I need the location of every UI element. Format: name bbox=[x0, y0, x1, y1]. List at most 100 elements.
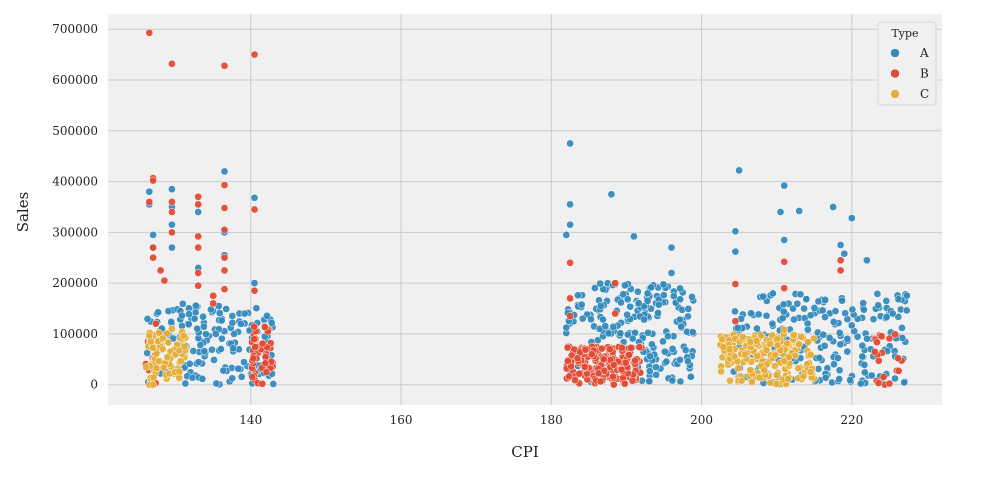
point-series-a bbox=[731, 227, 740, 236]
point-series-b bbox=[260, 323, 269, 331]
point-series-a bbox=[237, 372, 246, 381]
point-series-a bbox=[168, 220, 176, 229]
point-series-a bbox=[659, 337, 667, 346]
point-series-c bbox=[794, 364, 803, 373]
point-series-a bbox=[846, 376, 854, 384]
point-series-b bbox=[194, 192, 203, 201]
point-series-c bbox=[168, 324, 176, 333]
point-series-a bbox=[252, 304, 261, 313]
point-series-c bbox=[753, 351, 762, 360]
legend-marker-a bbox=[890, 48, 900, 58]
point-series-a bbox=[840, 249, 849, 258]
point-series-a bbox=[768, 319, 777, 328]
point-series-a bbox=[780, 236, 789, 244]
legend-marker-c bbox=[890, 89, 900, 99]
point-series-a bbox=[626, 302, 635, 311]
point-series-c bbox=[780, 325, 789, 334]
point-series-a bbox=[898, 334, 907, 342]
point-series-a bbox=[167, 318, 176, 326]
point-series-a bbox=[596, 302, 605, 310]
point-series-b bbox=[194, 200, 203, 209]
point-series-a bbox=[847, 321, 856, 330]
point-series-a bbox=[847, 214, 856, 222]
point-series-c bbox=[159, 363, 168, 372]
point-series-a bbox=[660, 347, 669, 356]
point-series-b bbox=[581, 345, 590, 354]
point-series-a bbox=[867, 371, 876, 380]
point-series-b bbox=[194, 281, 203, 290]
point-series-a bbox=[633, 287, 642, 296]
point-series-b bbox=[151, 319, 160, 328]
point-series-a bbox=[667, 243, 676, 252]
point-series-a bbox=[795, 207, 804, 215]
point-series-a bbox=[577, 300, 586, 309]
legend: Type ABC bbox=[877, 21, 937, 106]
point-series-a bbox=[668, 344, 677, 353]
point-series-a bbox=[609, 322, 618, 331]
point-series-a bbox=[731, 247, 740, 256]
point-series-c bbox=[783, 339, 791, 348]
point-series-a bbox=[202, 330, 210, 338]
point-series-a bbox=[843, 334, 852, 343]
point-series-c bbox=[737, 376, 746, 385]
point-series-a bbox=[604, 329, 613, 338]
point-series-a bbox=[607, 190, 616, 199]
point-series-a bbox=[821, 373, 830, 382]
point-series-a bbox=[735, 166, 743, 175]
point-series-c bbox=[163, 353, 172, 362]
point-series-b bbox=[631, 356, 639, 365]
point-series-a bbox=[821, 313, 829, 321]
point-series-a bbox=[267, 319, 276, 327]
point-series-a bbox=[149, 231, 157, 239]
point-series-a bbox=[250, 279, 259, 287]
point-series-c bbox=[762, 346, 771, 354]
point-series-a bbox=[154, 308, 163, 317]
point-series-b bbox=[780, 257, 789, 266]
point-series-a bbox=[859, 299, 868, 307]
point-series-a bbox=[818, 306, 827, 315]
point-series-a bbox=[891, 374, 899, 383]
point-series-a bbox=[825, 334, 834, 342]
point-series-c bbox=[719, 343, 728, 352]
point-series-a bbox=[789, 304, 797, 313]
point-series-a bbox=[853, 332, 862, 341]
point-series-a bbox=[858, 341, 867, 350]
point-series-b bbox=[149, 253, 157, 262]
legend-label-c: C bbox=[920, 87, 929, 101]
point-series-a bbox=[860, 305, 868, 314]
point-series-a bbox=[676, 355, 684, 364]
point-series-b bbox=[194, 269, 203, 277]
point-series-a bbox=[655, 300, 663, 309]
point-series-a bbox=[640, 315, 648, 324]
point-series-a bbox=[237, 320, 245, 328]
point-series-a bbox=[178, 311, 186, 320]
point-series-a bbox=[562, 323, 571, 332]
point-series-a bbox=[856, 379, 865, 388]
point-series-b bbox=[168, 59, 176, 68]
point-series-a bbox=[194, 358, 203, 367]
point-series-b bbox=[628, 376, 637, 385]
point-series-b bbox=[250, 50, 259, 59]
point-series-a bbox=[684, 312, 692, 321]
point-series-a bbox=[821, 296, 830, 304]
y-tick-label: 0 bbox=[90, 378, 98, 392]
point-series-c bbox=[785, 353, 793, 361]
point-series-a bbox=[562, 231, 571, 239]
x-axis-ticks: 140 160 180 200 220 bbox=[239, 413, 863, 427]
point-series-a bbox=[185, 310, 193, 319]
point-series-a bbox=[836, 241, 845, 249]
point-series-b bbox=[873, 338, 881, 347]
point-series-b bbox=[566, 258, 574, 267]
point-series-a bbox=[874, 301, 883, 310]
point-series-a bbox=[601, 322, 610, 330]
point-series-a bbox=[830, 360, 838, 369]
point-series-b bbox=[156, 266, 165, 275]
point-series-a bbox=[669, 292, 678, 300]
point-series-c bbox=[180, 342, 189, 351]
point-series-c bbox=[760, 366, 769, 375]
point-series-a bbox=[200, 322, 208, 331]
point-series-c bbox=[746, 366, 755, 375]
point-series-a bbox=[215, 309, 224, 317]
point-series-a bbox=[659, 280, 668, 289]
point-series-b bbox=[261, 359, 270, 368]
